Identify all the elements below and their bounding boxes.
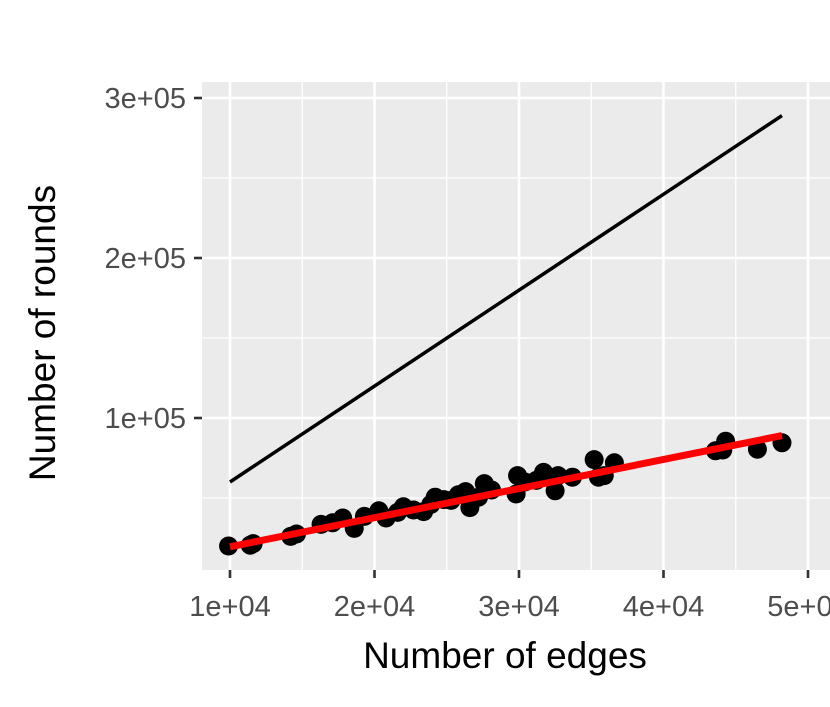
reference-line: [229, 114, 783, 484]
data-point: [534, 462, 554, 482]
data-point: [584, 450, 604, 470]
minor-gridlines: [202, 82, 830, 570]
x-tick-label: 1e+04: [189, 591, 270, 623]
data-point: [219, 536, 239, 556]
axes: 1e+04 2e+04 3e+04 4e+04 5e+04 1e+05 2e+05 3e+05: [105, 83, 830, 623]
y-tick-label: 2e+05: [105, 243, 186, 275]
regression-line: [229, 432, 783, 551]
y-tick-label: 1e+05: [105, 403, 186, 435]
data-marks: [219, 114, 792, 556]
x-tick-label: 3e+04: [478, 591, 559, 623]
y-tick-label: 3e+05: [105, 83, 186, 115]
x-tick-label: 2e+04: [334, 591, 415, 623]
x-tick-label: 4e+04: [623, 591, 704, 623]
x-axis-title: Number of edges: [363, 635, 647, 676]
data-point: [545, 481, 565, 501]
y-axis-title: Number of rounds: [22, 185, 63, 481]
x-tick-label: 5e+04: [767, 591, 830, 623]
